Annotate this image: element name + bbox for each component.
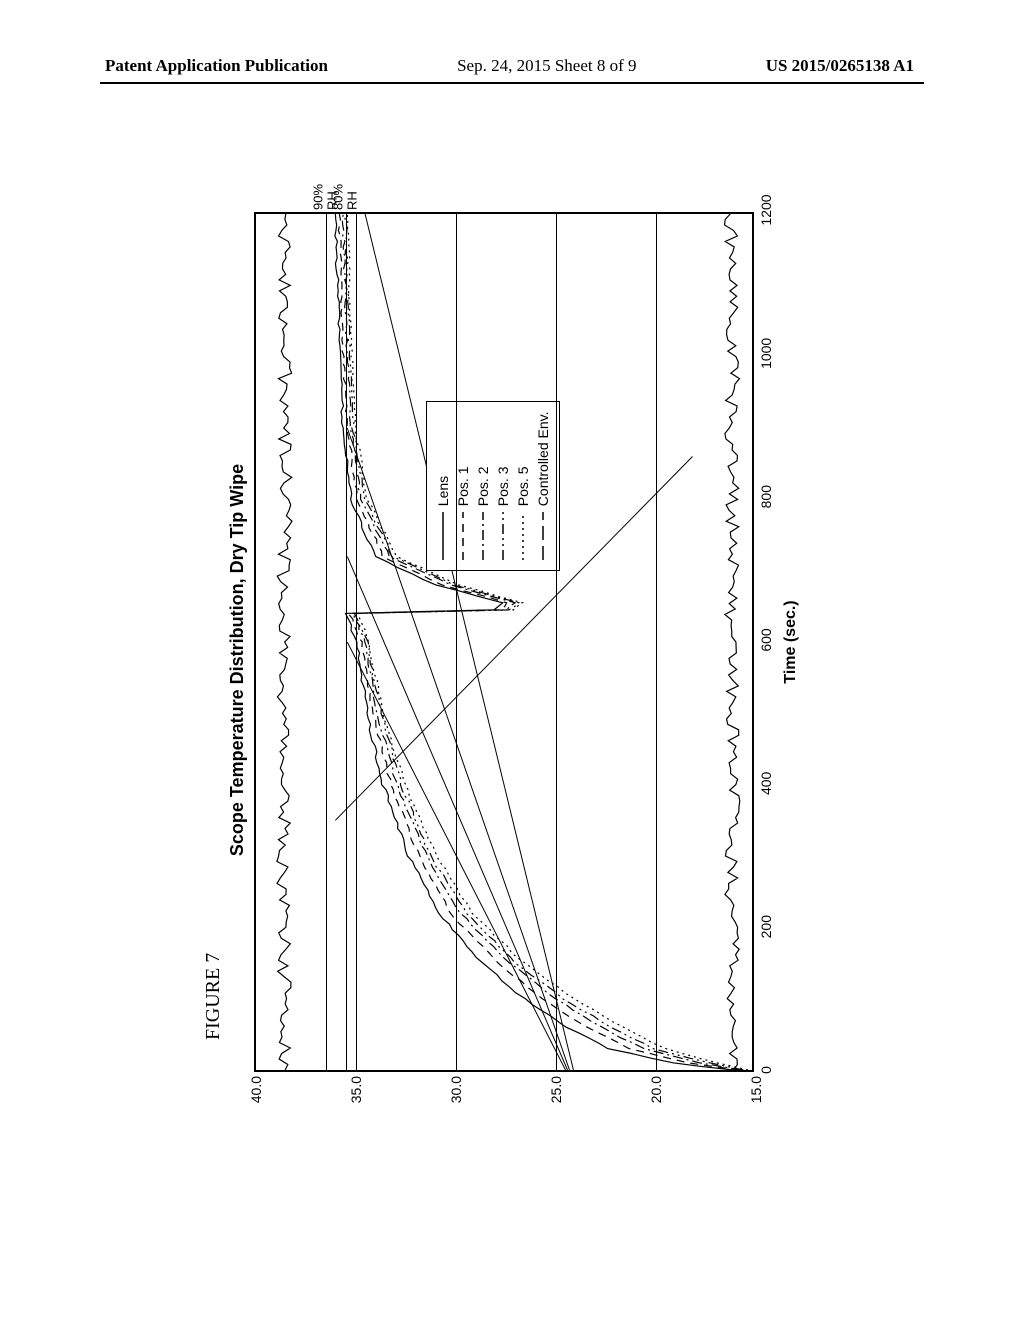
gridline bbox=[356, 214, 357, 1070]
rh-label: 80% RH bbox=[332, 184, 361, 210]
legend-label: Controlled Env. bbox=[535, 412, 551, 507]
legend-label: Pos. 2 bbox=[475, 467, 491, 507]
legend-item: Lens bbox=[433, 412, 453, 561]
x-tick-label: 1200 bbox=[758, 194, 774, 225]
legend: LensPos. 1Pos. 2Pos. 3Pos. 5Controlled E… bbox=[426, 401, 560, 572]
header-rule bbox=[100, 82, 924, 84]
y-tick-label: 25.0 bbox=[548, 1076, 564, 1103]
page-header: Patent Application Publication Sep. 24, … bbox=[0, 56, 1024, 76]
x-axis-label: Time (sec.) bbox=[782, 212, 800, 1072]
chart-svg bbox=[256, 214, 752, 1070]
y-tick-label: 15.0 bbox=[748, 1076, 764, 1103]
header-right: US 2015/0265138 A1 bbox=[766, 56, 914, 76]
y-tick-label: 30.0 bbox=[448, 1076, 464, 1103]
gridline bbox=[556, 214, 557, 1070]
x-tick-label: 1000 bbox=[758, 338, 774, 369]
legend-swatch bbox=[474, 512, 492, 560]
y-tick-label: 20.0 bbox=[648, 1076, 664, 1103]
legend-item: Pos. 2 bbox=[473, 412, 493, 561]
legend-item: Pos. 5 bbox=[513, 412, 533, 561]
figure-caption: FIGURE 7 bbox=[202, 170, 225, 1040]
x-tick-label: 600 bbox=[758, 628, 774, 651]
legend-label: Pos. 5 bbox=[515, 467, 531, 507]
legend-swatch bbox=[434, 512, 452, 560]
legend-label: Lens bbox=[435, 476, 451, 506]
legend-item: Pos. 3 bbox=[493, 412, 513, 561]
legend-item: Controlled Env. bbox=[533, 412, 553, 561]
rh-reference-line bbox=[326, 214, 327, 1070]
rh-reference-line bbox=[346, 214, 347, 1070]
y-tick-label: 35.0 bbox=[348, 1076, 364, 1103]
legend-swatch bbox=[534, 512, 552, 560]
legend-swatch bbox=[514, 512, 532, 560]
y-tick-label: 40.0 bbox=[248, 1076, 264, 1103]
chart-title: Scope Temperature Distribution, Dry Tip … bbox=[227, 170, 248, 1150]
legend-label: Pos. 1 bbox=[455, 467, 471, 507]
x-tick-label: 0 bbox=[758, 1066, 774, 1074]
chart-plot-area: LensPos. 1Pos. 2Pos. 3Pos. 5Controlled E… bbox=[254, 212, 754, 1072]
x-tick-label: 400 bbox=[758, 772, 774, 795]
x-tick-label: 200 bbox=[758, 915, 774, 938]
header-left: Patent Application Publication bbox=[105, 56, 328, 76]
x-tick-label: 800 bbox=[758, 485, 774, 508]
gridline bbox=[656, 214, 657, 1070]
header-center: Sep. 24, 2015 Sheet 8 of 9 bbox=[457, 56, 636, 76]
figure-7: FIGURE 7 Scope Temperature Distribution,… bbox=[202, 170, 822, 1150]
gridline bbox=[456, 214, 457, 1070]
legend-label: Pos. 3 bbox=[495, 467, 511, 507]
legend-swatch bbox=[494, 512, 512, 560]
